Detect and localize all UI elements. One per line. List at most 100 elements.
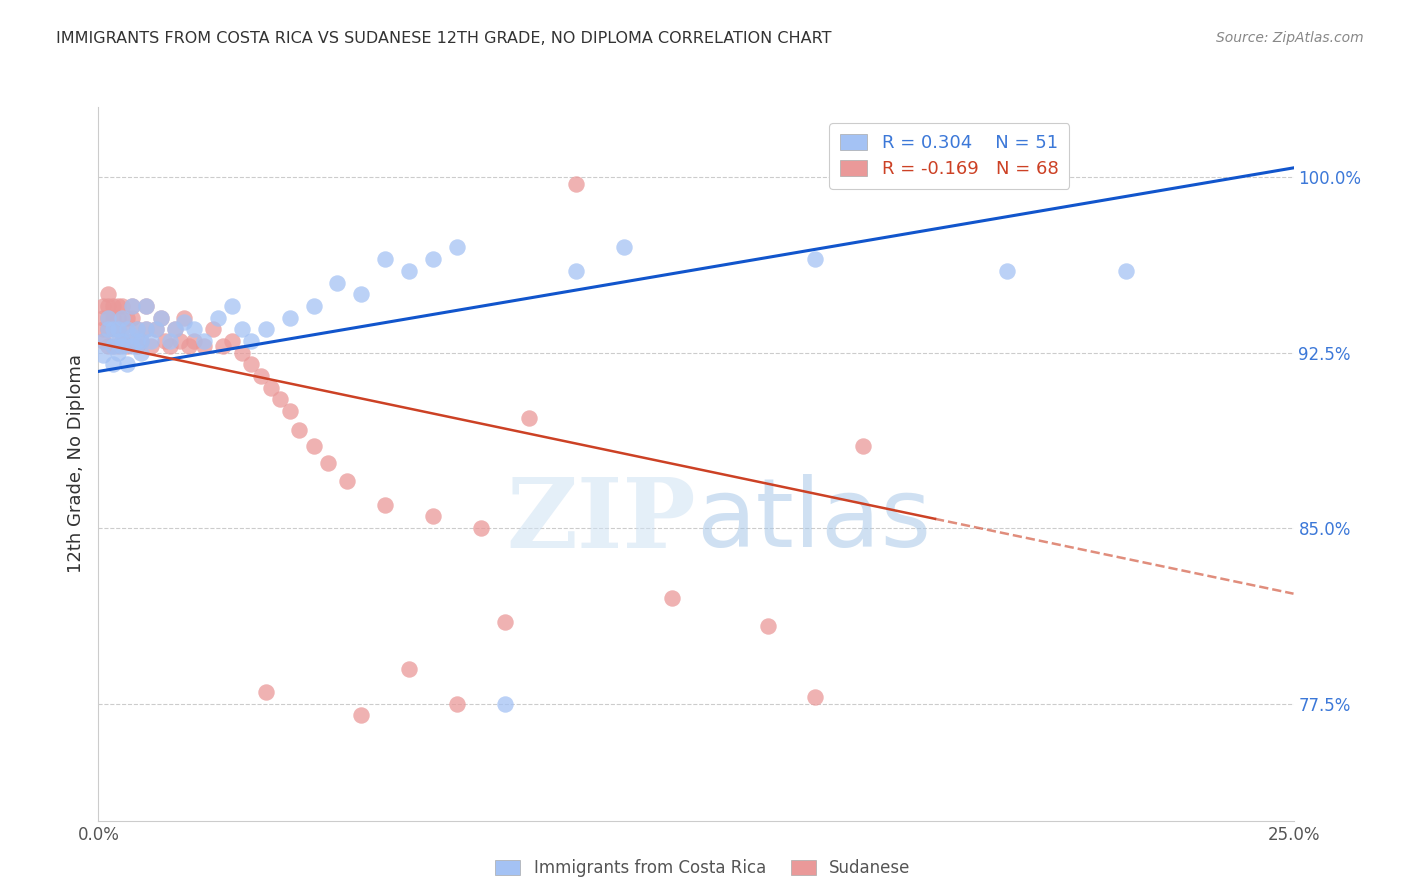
- Point: [111, 339, 134, 353]
- Point: [163, 322, 186, 336]
- Point: [398, 264, 420, 278]
- Point: [101, 299, 124, 313]
- Point: [149, 310, 172, 325]
- Point: [326, 276, 349, 290]
- Point: [422, 509, 444, 524]
- Point: [139, 339, 162, 353]
- Point: [97, 310, 120, 325]
- Point: [101, 322, 124, 336]
- Point: [240, 358, 263, 372]
- Point: [250, 369, 273, 384]
- Point: [97, 322, 120, 336]
- Point: [613, 240, 636, 254]
- Point: [302, 299, 325, 313]
- Point: [494, 615, 516, 629]
- Point: [517, 411, 540, 425]
- Point: [131, 334, 153, 348]
- Point: [173, 315, 195, 329]
- Point: [804, 690, 827, 704]
- Point: [804, 252, 827, 266]
- Point: [183, 334, 205, 348]
- Point: [107, 334, 129, 348]
- Point: [115, 310, 138, 325]
- Point: [565, 178, 588, 192]
- Point: [278, 404, 301, 418]
- Point: [107, 299, 129, 313]
- Point: [97, 287, 120, 301]
- Point: [254, 685, 277, 699]
- Point: [97, 339, 120, 353]
- Point: [259, 381, 281, 395]
- Point: [179, 339, 201, 353]
- Point: [169, 334, 191, 348]
- Point: [173, 310, 195, 325]
- Point: [446, 240, 468, 254]
- Point: [91, 310, 114, 325]
- Point: [565, 264, 588, 278]
- Point: [145, 322, 167, 336]
- Point: [398, 662, 420, 676]
- Point: [121, 334, 143, 348]
- Point: [97, 322, 120, 336]
- Point: [221, 299, 243, 313]
- Point: [135, 322, 157, 336]
- Point: [350, 287, 373, 301]
- Point: [101, 339, 124, 353]
- Point: [278, 310, 301, 325]
- Point: [131, 334, 153, 348]
- Point: [254, 322, 277, 336]
- Point: [125, 334, 148, 348]
- Point: [207, 310, 229, 325]
- Point: [336, 475, 359, 489]
- Point: [470, 521, 492, 535]
- Point: [131, 345, 153, 359]
- Point: [107, 310, 129, 325]
- Point: [101, 310, 124, 325]
- Point: [240, 334, 263, 348]
- Point: [111, 322, 134, 336]
- Point: [121, 310, 143, 325]
- Point: [302, 439, 325, 453]
- Point: [135, 299, 157, 313]
- Point: [107, 339, 129, 353]
- Point: [111, 310, 134, 325]
- Point: [101, 358, 124, 372]
- Point: [101, 339, 124, 353]
- Point: [107, 345, 129, 359]
- Point: [125, 322, 148, 336]
- Point: [91, 299, 114, 313]
- Point: [111, 334, 134, 348]
- Point: [231, 345, 253, 359]
- Point: [125, 322, 148, 336]
- Point: [422, 252, 444, 266]
- Point: [316, 456, 339, 470]
- Point: [494, 697, 516, 711]
- Point: [121, 329, 143, 343]
- Y-axis label: 12th Grade, No Diploma: 12th Grade, No Diploma: [66, 354, 84, 574]
- Point: [202, 322, 225, 336]
- Text: ZIP: ZIP: [506, 474, 696, 568]
- Point: [121, 339, 143, 353]
- Point: [221, 334, 243, 348]
- Point: [91, 334, 114, 348]
- Point: [159, 339, 181, 353]
- Point: [101, 322, 124, 336]
- Point: [269, 392, 291, 407]
- Point: [852, 439, 875, 453]
- Point: [111, 334, 134, 348]
- Point: [756, 619, 779, 633]
- Point: [288, 423, 311, 437]
- Point: [121, 299, 143, 313]
- Point: [91, 348, 114, 362]
- Text: atlas: atlas: [696, 475, 931, 567]
- Point: [91, 322, 114, 336]
- Point: [155, 334, 177, 348]
- Point: [97, 310, 120, 325]
- Point: [446, 697, 468, 711]
- Point: [107, 322, 129, 336]
- Point: [115, 339, 138, 353]
- Point: [149, 310, 172, 325]
- Point: [159, 334, 181, 348]
- Point: [145, 322, 167, 336]
- Point: [139, 334, 162, 348]
